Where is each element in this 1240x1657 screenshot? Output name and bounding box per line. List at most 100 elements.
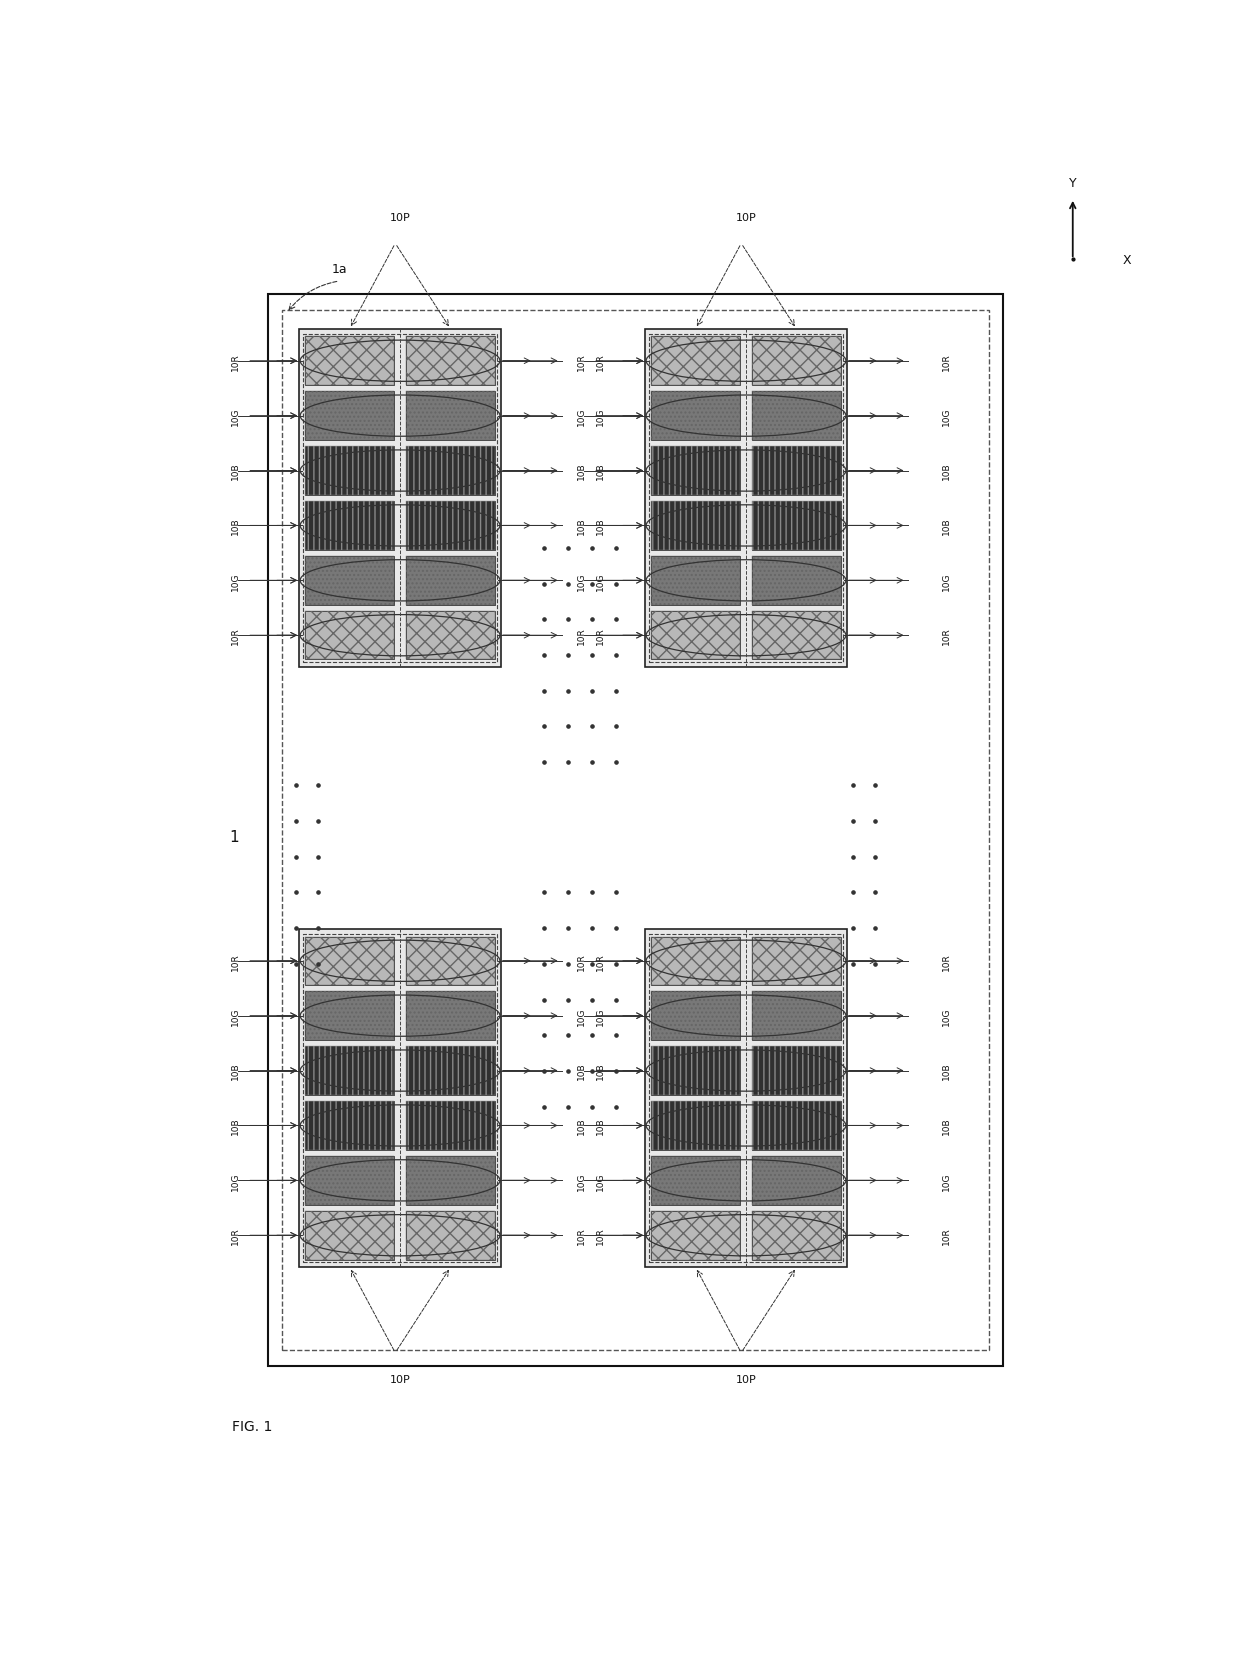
Text: 10B: 10B — [231, 1117, 239, 1135]
Text: 10B: 10B — [577, 1117, 585, 1135]
Bar — [305, 338, 394, 386]
Bar — [305, 993, 394, 1041]
Bar — [405, 1211, 495, 1259]
Bar — [405, 611, 495, 659]
Text: 10B: 10B — [577, 517, 585, 535]
Bar — [305, 1157, 394, 1205]
Text: 10G: 10G — [942, 1171, 951, 1190]
Bar — [405, 936, 495, 986]
Bar — [405, 557, 495, 605]
Bar — [268, 295, 1003, 1367]
Text: 10R: 10R — [942, 953, 951, 969]
Text: X: X — [1122, 254, 1131, 267]
Bar — [303, 935, 497, 1263]
Bar — [651, 993, 740, 1041]
Bar — [651, 1157, 740, 1205]
Bar — [751, 1047, 841, 1095]
Bar — [405, 1102, 495, 1150]
Text: 10R: 10R — [231, 353, 239, 371]
Bar — [405, 1211, 495, 1259]
Bar — [751, 1047, 841, 1095]
Bar — [651, 936, 740, 986]
Bar — [405, 611, 495, 659]
Bar — [305, 447, 394, 495]
Bar — [645, 330, 847, 668]
Bar — [305, 1047, 394, 1095]
Bar — [751, 1157, 841, 1205]
Bar — [405, 993, 495, 1041]
Bar — [405, 1047, 495, 1095]
Text: 10G: 10G — [231, 572, 239, 590]
Bar — [305, 611, 394, 659]
Text: 10P: 10P — [735, 1375, 756, 1385]
Text: 10B: 10B — [231, 1062, 239, 1080]
Bar — [649, 935, 843, 1263]
Bar — [305, 1211, 394, 1259]
Bar — [651, 338, 740, 386]
Bar — [751, 393, 841, 441]
Bar — [405, 393, 495, 441]
Bar — [651, 393, 740, 441]
Text: 10G: 10G — [596, 408, 605, 426]
Text: 10B: 10B — [942, 1062, 951, 1080]
Bar — [651, 557, 740, 605]
Text: FIG. 1: FIG. 1 — [232, 1420, 273, 1433]
Text: 10P: 10P — [735, 212, 756, 222]
Bar — [651, 1047, 740, 1095]
Text: 10G: 10G — [577, 408, 585, 426]
Bar — [305, 936, 394, 986]
Text: 1a: 1a — [331, 262, 347, 275]
Bar — [651, 1102, 740, 1150]
Bar — [751, 502, 841, 550]
Text: 10B: 10B — [596, 1117, 605, 1135]
Text: 10P: 10P — [389, 212, 410, 222]
Bar — [645, 930, 847, 1268]
Text: 10B: 10B — [231, 462, 239, 481]
Bar — [299, 330, 501, 668]
Bar — [305, 936, 394, 986]
Bar — [405, 338, 495, 386]
Text: 10B: 10B — [577, 1062, 585, 1080]
Bar — [651, 557, 740, 605]
Bar — [651, 1211, 740, 1259]
Text: 10R: 10R — [231, 626, 239, 645]
Text: 10R: 10R — [577, 953, 585, 969]
Bar — [751, 993, 841, 1041]
Bar — [751, 338, 841, 386]
Bar — [405, 557, 495, 605]
Bar — [751, 557, 841, 605]
Bar — [305, 338, 394, 386]
Bar — [651, 447, 740, 495]
Bar — [305, 557, 394, 605]
Bar — [405, 1157, 495, 1205]
Text: 10G: 10G — [596, 1171, 605, 1190]
Text: 10G: 10G — [577, 1007, 585, 1026]
Bar — [751, 502, 841, 550]
Bar — [751, 993, 841, 1041]
Text: 10G: 10G — [942, 572, 951, 590]
Bar — [405, 447, 495, 495]
Bar — [305, 502, 394, 550]
Bar — [305, 393, 394, 441]
Text: 10R: 10R — [942, 626, 951, 645]
Bar — [305, 557, 394, 605]
Bar — [751, 1211, 841, 1259]
Text: 10B: 10B — [577, 462, 585, 481]
Bar — [751, 611, 841, 659]
Bar — [405, 1102, 495, 1150]
Text: 10P: 10P — [389, 1375, 410, 1385]
Text: 10G: 10G — [577, 1171, 585, 1190]
Bar — [405, 393, 495, 441]
Bar — [651, 611, 740, 659]
Bar — [299, 930, 501, 1268]
Bar — [305, 447, 394, 495]
Bar — [751, 338, 841, 386]
Bar — [305, 1047, 394, 1095]
Text: 10R: 10R — [942, 1226, 951, 1244]
Bar — [651, 1047, 740, 1095]
Text: 10R: 10R — [942, 353, 951, 371]
Text: 10R: 10R — [577, 353, 585, 371]
Bar — [305, 502, 394, 550]
Bar — [751, 447, 841, 495]
Text: 10R: 10R — [596, 353, 605, 371]
